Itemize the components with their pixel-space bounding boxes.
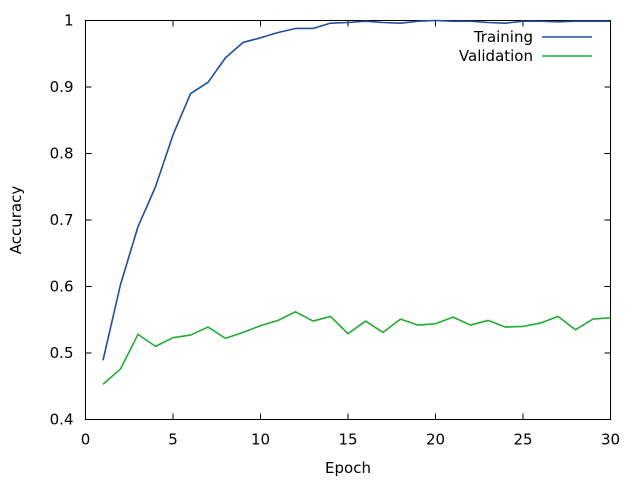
axis-ticks: [85, 20, 611, 420]
series-line-training: [102, 19, 611, 361]
y-tick-label: 0.7: [50, 211, 74, 229]
plot-area-frame: [85, 20, 611, 420]
series-lines: [102, 19, 611, 385]
x-axis-title: Epoch: [325, 459, 371, 477]
x-tick-label: 10: [251, 431, 270, 449]
y-tick-label: 0.4: [50, 411, 74, 429]
x-tick-label: 25: [513, 431, 532, 449]
y-tick-label: 0.5: [50, 344, 74, 362]
x-tick-label: 20: [426, 431, 445, 449]
legend-label-validation: Validation: [459, 47, 533, 65]
y-tick-label: 1: [64, 12, 74, 30]
y-tick-label: 0.8: [50, 145, 74, 163]
y-tick-label: 0.9: [50, 78, 74, 96]
legend-label-training: Training: [473, 28, 533, 46]
y-tick-label: 0.6: [50, 278, 74, 296]
x-tick-label: 30: [601, 431, 620, 449]
x-tick-label: 15: [338, 431, 357, 449]
x-tick-label: 5: [168, 431, 178, 449]
y-axis-title: Accuracy: [7, 186, 25, 255]
x-tick-label: 0: [81, 431, 91, 449]
axis-tick-labels: 0 5 10 15 20 25 30 0.4 0.5 0.6 0.7 0.8 0.9 1: [50, 12, 620, 449]
series-line-validation: [102, 310, 611, 385]
